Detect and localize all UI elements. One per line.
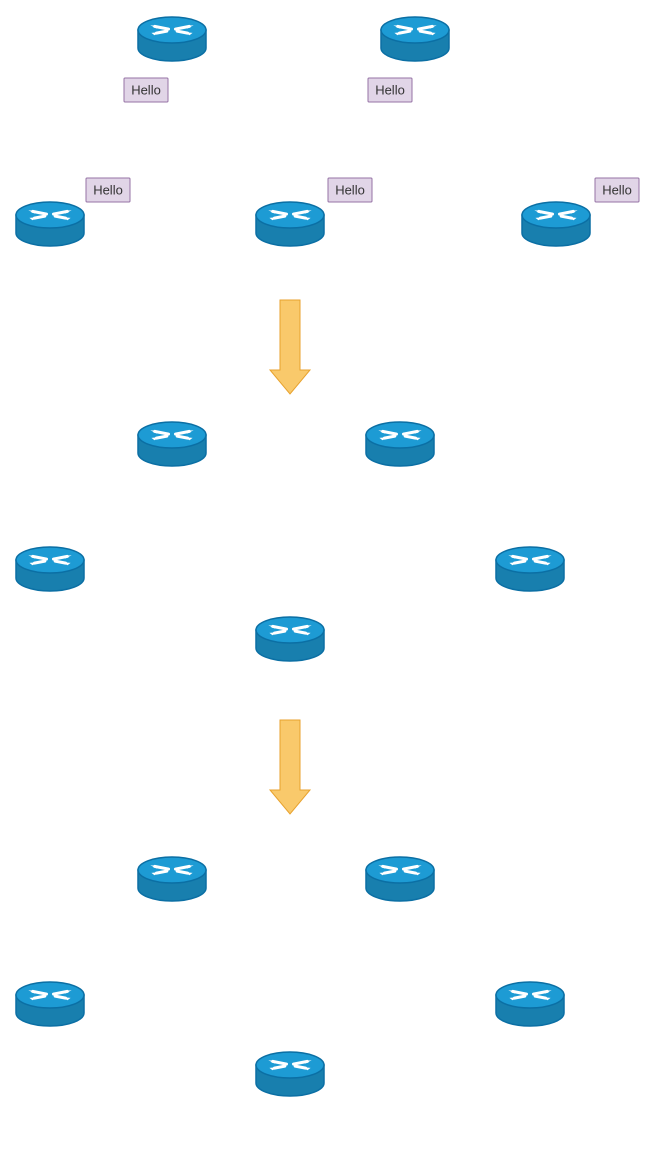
router-icon bbox=[256, 1052, 324, 1096]
router-icon bbox=[381, 17, 449, 61]
hello-text: Hello bbox=[93, 182, 123, 197]
router-icon bbox=[16, 202, 84, 246]
router-icon bbox=[138, 857, 206, 901]
router-icon bbox=[256, 202, 324, 246]
router-icon bbox=[496, 982, 564, 1026]
hello-text: Hello bbox=[131, 82, 161, 97]
hello-label: Hello bbox=[595, 178, 639, 202]
router-icon bbox=[496, 547, 564, 591]
router-icon bbox=[366, 857, 434, 901]
router-icon bbox=[522, 202, 590, 246]
router-icon bbox=[16, 982, 84, 1026]
hello-label: Hello bbox=[328, 178, 372, 202]
router-icon bbox=[256, 617, 324, 661]
hello-label: Hello bbox=[368, 78, 412, 102]
router-icon bbox=[138, 17, 206, 61]
router-icon bbox=[366, 422, 434, 466]
router-icon bbox=[138, 422, 206, 466]
hello-label: Hello bbox=[86, 178, 130, 202]
hello-label: Hello bbox=[124, 78, 168, 102]
hello-text: Hello bbox=[602, 182, 632, 197]
hello-text: Hello bbox=[335, 182, 365, 197]
router-icon bbox=[16, 547, 84, 591]
hello-text: Hello bbox=[375, 82, 405, 97]
